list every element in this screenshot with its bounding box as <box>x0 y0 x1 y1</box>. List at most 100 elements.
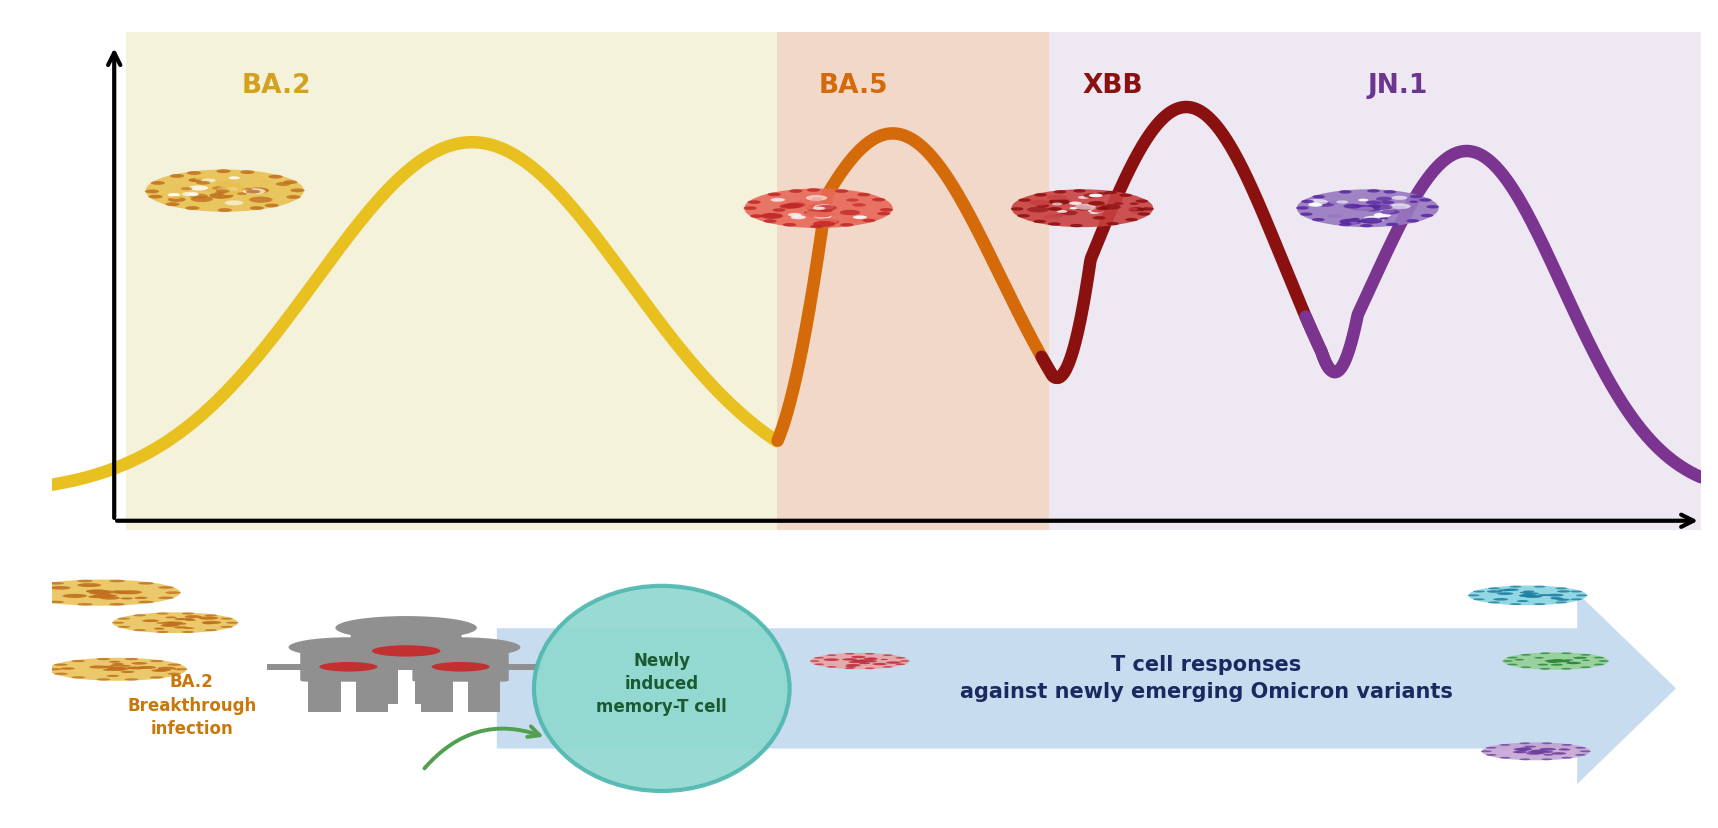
Circle shape <box>1551 664 1563 666</box>
Circle shape <box>1371 205 1393 210</box>
Circle shape <box>1551 660 1563 662</box>
Circle shape <box>840 224 854 228</box>
Circle shape <box>1526 752 1543 755</box>
Circle shape <box>818 219 837 224</box>
Circle shape <box>1524 593 1539 595</box>
Bar <box>266 665 430 670</box>
Circle shape <box>1105 191 1117 195</box>
Circle shape <box>134 629 146 632</box>
Circle shape <box>198 617 218 620</box>
Circle shape <box>165 617 177 619</box>
Circle shape <box>1486 754 1496 756</box>
FancyBboxPatch shape <box>350 630 462 668</box>
Circle shape <box>1077 196 1089 200</box>
Circle shape <box>113 592 129 595</box>
Circle shape <box>1357 207 1374 212</box>
Circle shape <box>811 198 823 201</box>
Circle shape <box>50 586 70 590</box>
Text: Newly
induced
memory-T cell: Newly induced memory-T cell <box>596 652 727 715</box>
Circle shape <box>864 653 874 655</box>
Circle shape <box>431 662 490 672</box>
Circle shape <box>1374 214 1392 218</box>
Circle shape <box>103 666 113 667</box>
Circle shape <box>1565 660 1574 661</box>
Circle shape <box>184 628 194 629</box>
Circle shape <box>201 180 216 183</box>
Circle shape <box>1472 591 1484 593</box>
Circle shape <box>103 669 117 671</box>
Circle shape <box>783 224 795 227</box>
Circle shape <box>196 178 206 181</box>
Circle shape <box>1541 758 1553 760</box>
Circle shape <box>1562 668 1572 670</box>
Circle shape <box>852 216 868 220</box>
Circle shape <box>1313 195 1325 200</box>
Circle shape <box>148 195 163 200</box>
Circle shape <box>1093 217 1106 220</box>
Circle shape <box>1074 190 1086 193</box>
Circle shape <box>180 188 192 191</box>
Circle shape <box>883 667 893 668</box>
Circle shape <box>1507 657 1517 658</box>
Bar <box>421 679 454 712</box>
Circle shape <box>1393 206 1405 210</box>
Circle shape <box>100 597 120 600</box>
Circle shape <box>862 219 876 223</box>
Circle shape <box>1359 200 1368 202</box>
Circle shape <box>1381 201 1395 205</box>
Circle shape <box>94 590 115 595</box>
Circle shape <box>842 659 854 661</box>
Circle shape <box>48 658 187 681</box>
Circle shape <box>804 207 823 212</box>
Circle shape <box>1546 594 1563 597</box>
Text: T cell responses
against newly emerging Omicron variants: T cell responses against newly emerging … <box>960 654 1452 700</box>
Circle shape <box>1361 219 1383 224</box>
Circle shape <box>155 669 170 672</box>
Circle shape <box>1096 208 1108 211</box>
Circle shape <box>773 209 785 213</box>
Circle shape <box>1057 211 1067 214</box>
Circle shape <box>1390 204 1410 209</box>
Bar <box>309 679 342 712</box>
Bar <box>414 666 454 705</box>
Circle shape <box>143 619 160 623</box>
Circle shape <box>201 621 222 624</box>
Circle shape <box>840 210 861 216</box>
Circle shape <box>1502 661 1514 662</box>
FancyBboxPatch shape <box>301 649 397 682</box>
Circle shape <box>170 197 180 200</box>
Circle shape <box>174 619 187 620</box>
Circle shape <box>811 225 823 229</box>
Circle shape <box>852 205 868 209</box>
Circle shape <box>93 595 113 598</box>
Circle shape <box>275 183 290 187</box>
Circle shape <box>182 613 194 615</box>
Circle shape <box>137 582 155 585</box>
Circle shape <box>895 657 905 659</box>
Circle shape <box>1096 193 1108 196</box>
Circle shape <box>819 219 840 225</box>
Circle shape <box>1524 595 1541 599</box>
Circle shape <box>1539 748 1557 751</box>
Circle shape <box>1390 209 1402 213</box>
Circle shape <box>186 619 196 621</box>
Circle shape <box>225 201 244 206</box>
Circle shape <box>1534 586 1546 588</box>
Circle shape <box>27 586 45 589</box>
Circle shape <box>170 175 184 179</box>
Circle shape <box>247 188 270 194</box>
Circle shape <box>1074 205 1096 210</box>
Circle shape <box>53 673 67 675</box>
Circle shape <box>203 623 215 624</box>
Circle shape <box>1301 213 1313 217</box>
Circle shape <box>191 197 213 203</box>
Circle shape <box>174 627 187 628</box>
Circle shape <box>1309 204 1323 208</box>
Circle shape <box>125 658 139 661</box>
Circle shape <box>1141 208 1154 211</box>
Circle shape <box>187 172 201 176</box>
Circle shape <box>1381 210 1400 215</box>
Circle shape <box>1467 595 1479 597</box>
Bar <box>380 665 543 670</box>
Circle shape <box>1520 595 1536 598</box>
